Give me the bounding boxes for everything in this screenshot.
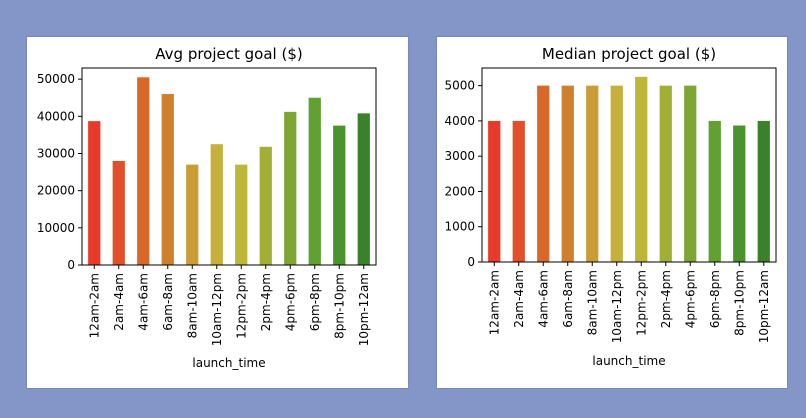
median-x-tick-label: 10pm-12am: [757, 270, 771, 343]
median-x-tick-label: 12am-2am: [487, 270, 501, 335]
avg-bar-10pm-12am: [357, 113, 370, 265]
median-bar-8am-10am: [586, 85, 599, 262]
avg-bar-6am-8am: [161, 94, 174, 266]
median-bar-10am-12pm: [610, 85, 623, 262]
median-x-tick-label: 4pm-6pm: [683, 270, 697, 328]
avg-y-tick-label: 20000: [37, 184, 75, 198]
median-y-tick-label: 3000: [444, 149, 475, 163]
median-bar-8pm-10pm: [733, 125, 746, 263]
median-goal-chart: Median project goal ($) 12am-2am 2am-4am 4a…: [444, 45, 777, 368]
avg-bar-2am-4am: [112, 160, 125, 265]
median-y-tick-label: 5000: [444, 79, 475, 93]
median-chart-title: Median project goal ($): [542, 45, 716, 63]
avg-x-tick-label: 2pm-4pm: [259, 273, 273, 331]
avg-x-tick-label: 12am-2am: [87, 273, 101, 338]
median-y-tick-label: 0: [467, 255, 475, 269]
median-plot-frame: [481, 67, 777, 263]
avg-bar-8pm-10pm: [333, 125, 346, 265]
avg-bar-8am-10am: [186, 164, 199, 265]
median-x-tick-label: 6pm-8pm: [708, 270, 722, 328]
avg-x-tick-label: 6am-8am: [161, 273, 175, 331]
median-bar-4am-6am: [537, 85, 550, 262]
median-bar-2am-4am: [512, 120, 525, 262]
median-x-axis-label: launch_time: [592, 354, 665, 368]
avg-plot-frame: [81, 67, 377, 266]
median-x-tick-label: 10am-12pm: [610, 270, 624, 343]
median-bar-10pm-12am: [757, 120, 770, 262]
avg-bar-12pm-2pm: [235, 164, 248, 265]
median-bar-6pm-8pm: [708, 120, 721, 262]
avg-x-tick-label: 10am-12pm: [210, 273, 224, 346]
avg-chart-title: Avg project goal ($): [155, 45, 302, 63]
avg-x-tick-label: 12pm-2pm: [234, 273, 248, 339]
avg-x-tick-label: 4pm-6pm: [283, 273, 297, 331]
avg-bar-2pm-4pm: [259, 146, 272, 265]
median-bar-12pm-2pm: [635, 76, 648, 262]
avg-y-tick-label: 10000: [37, 221, 75, 235]
median-x-tick-label: 6am-8am: [561, 270, 575, 328]
avg-bar-4pm-6pm: [284, 111, 297, 265]
median-bar-4pm-6pm: [684, 85, 697, 262]
median-x-tick-label: 8pm-10pm: [732, 270, 746, 336]
median-x-tick-label: 2pm-4pm: [659, 270, 673, 328]
median-y-tick-label: 4000: [444, 114, 475, 128]
avg-bar-12am-2am: [88, 121, 101, 265]
median-bar-12am-2am: [488, 120, 501, 262]
avg-bar-6pm-8pm: [308, 97, 321, 266]
chart-panel-median: Median project goal ($) 12am-2am 2am-4am 4a…: [436, 36, 788, 389]
chart-panel-avg: Avg project goal ($) 12am-2am 2am-4am 4am-6…: [26, 36, 409, 389]
avg-x-tick-label: 8am-10am: [185, 273, 199, 338]
median-x-tick-label: 4am-6am: [536, 270, 550, 328]
avg-y-tick-label: 30000: [37, 146, 75, 160]
avg-x-tick-label: 6pm-8pm: [308, 273, 322, 331]
avg-x-tick-label: 2am-4am: [112, 273, 126, 331]
median-bar-2pm-4pm: [659, 85, 672, 262]
avg-y-tick-label: 50000: [37, 72, 75, 86]
median-y-tick-label: 2000: [444, 184, 475, 198]
avg-x-tick-label: 4am-6am: [136, 273, 150, 331]
median-y-tick-label: 1000: [444, 220, 475, 234]
median-bar-6am-8am: [561, 85, 574, 262]
avg-bar-4am-6am: [137, 77, 150, 265]
avg-y-tick-label: 0: [67, 258, 75, 272]
avg-bar-10am-12pm: [210, 144, 223, 265]
avg-x-tick-label: 8pm-10pm: [332, 273, 346, 339]
avg-goal-chart: Avg project goal ($) 12am-2am 2am-4am 4am-6…: [37, 45, 377, 370]
avg-x-tick-label: 10pm-12am: [357, 273, 371, 346]
median-x-tick-label: 8am-10am: [585, 270, 599, 335]
median-x-tick-label: 2am-4am: [512, 270, 526, 328]
median-x-tick-label: 12pm-2pm: [634, 270, 648, 336]
avg-y-tick-label: 40000: [37, 109, 75, 123]
avg-x-axis-label: launch_time: [192, 356, 265, 370]
